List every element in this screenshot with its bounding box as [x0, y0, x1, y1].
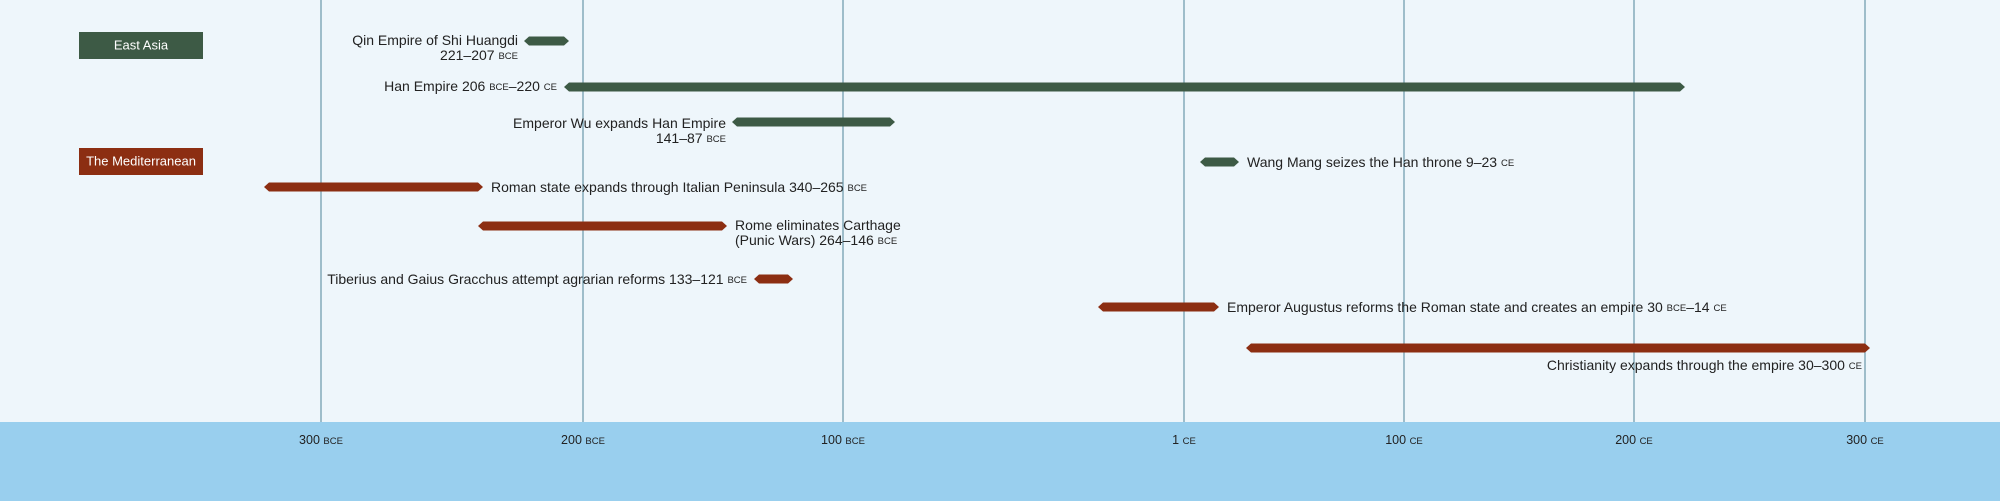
text-segment: CE [1713, 303, 1726, 314]
event-label: Emperor Augustus reforms the Roman state… [1227, 299, 1727, 315]
event-label: Christianity expands through the empire … [1547, 357, 1862, 373]
text-segment: BCE [323, 436, 343, 447]
axis-band [0, 422, 2000, 501]
text-segment: CE [1501, 158, 1514, 169]
tick-label: 100 CE [1385, 433, 1423, 447]
text-segment: BCE [706, 134, 726, 145]
text-segment: BCE [878, 236, 898, 247]
text-segment: 221–207 [440, 47, 498, 63]
event-label: Roman state expands through Italian Peni… [491, 179, 867, 195]
text-segment: Christianity expands through the empire … [1547, 357, 1849, 373]
tick-label: 300 BCE [299, 433, 343, 447]
text-segment: Rome eliminates Carthage [735, 217, 901, 233]
text-segment: 100 [821, 433, 845, 447]
event-bar [264, 182, 483, 192]
tick-label: 1 CE [1172, 433, 1196, 447]
text-segment: CE [544, 82, 557, 93]
event-bar [1246, 343, 1870, 353]
text-segment: 141–87 [656, 130, 707, 146]
event-label: Emperor Wu expands Han Empire [513, 115, 726, 131]
text-segment: Wang Mang seizes the Han throne 9–23 [1247, 154, 1501, 170]
event-label: 221–207 BCE [440, 47, 518, 63]
text-segment: BCE [727, 275, 747, 286]
event-bar [564, 82, 1685, 92]
text-segment: BCE [489, 82, 509, 93]
event-bar [1098, 302, 1219, 312]
event-label: Wang Mang seizes the Han throne 9–23 CE [1247, 154, 1514, 170]
group-box [79, 32, 203, 59]
text-segment: 300 [1846, 433, 1870, 447]
event-label: Qin Empire of Shi Huangdi [352, 32, 518, 48]
event-bar [732, 117, 895, 127]
text-segment: CE [1410, 436, 1423, 447]
event-bar [754, 274, 793, 284]
event-label: 141–87 BCE [656, 130, 726, 146]
tick-label: 300 CE [1846, 433, 1884, 447]
text-segment: 200 [1615, 433, 1639, 447]
event-label: (Punic Wars) 264–146 BCE [735, 232, 897, 248]
text-segment: Roman state expands through Italian Peni… [491, 179, 847, 195]
text-segment: Han Empire 206 [384, 78, 489, 94]
text-segment: –220 [509, 78, 544, 94]
text-segment: –14 [1686, 299, 1713, 315]
text-segment: BCE [847, 183, 867, 194]
event-label: Han Empire 206 BCE–220 CE [384, 78, 557, 94]
text-segment: 1 [1172, 433, 1182, 447]
event-bar [1200, 157, 1239, 167]
text-segment: Emperor Augustus reforms the Roman state… [1227, 299, 1667, 315]
event-bar [524, 36, 569, 46]
text-segment: CE [1640, 436, 1653, 447]
event-bar [478, 221, 727, 231]
text-segment: Tiberius and Gaius Gracchus attempt agra… [327, 271, 727, 287]
text-segment: Qin Empire of Shi Huangdi [352, 32, 518, 48]
tick-label: 200 CE [1615, 433, 1653, 447]
tick-label: 200 BCE [561, 433, 605, 447]
event-label: Tiberius and Gaius Gracchus attempt agra… [327, 271, 747, 287]
text-segment: Emperor Wu expands Han Empire [513, 115, 726, 131]
text-segment: CE [1849, 361, 1862, 372]
group-label: The Mediterranean [86, 153, 196, 168]
group-box [79, 148, 203, 175]
tick-label: 100 BCE [821, 433, 865, 447]
text-segment: BCE [498, 51, 518, 62]
group-label: East Asia [114, 37, 169, 52]
text-segment: 100 [1385, 433, 1409, 447]
text-segment: 300 [299, 433, 323, 447]
text-segment: BCE [585, 436, 605, 447]
text-segment: 200 [561, 433, 585, 447]
text-segment: BCE [1667, 303, 1687, 314]
text-segment: (Punic Wars) 264–146 [735, 232, 878, 248]
event-label: Rome eliminates Carthage [735, 217, 901, 233]
text-segment: CE [1871, 436, 1884, 447]
text-segment: CE [1183, 436, 1196, 447]
text-segment: BCE [845, 436, 865, 447]
